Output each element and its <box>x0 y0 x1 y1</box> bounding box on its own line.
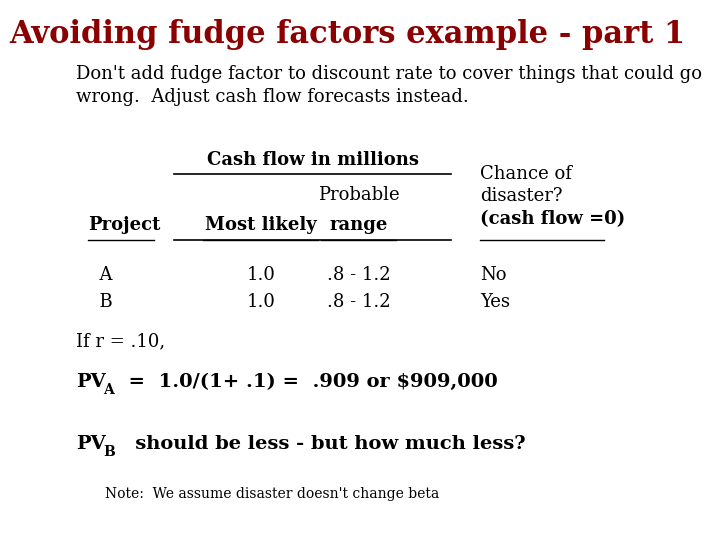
Text: (cash flow =0): (cash flow =0) <box>480 210 625 228</box>
Text: disaster?: disaster? <box>480 187 562 205</box>
Text: B: B <box>103 446 114 460</box>
Text: .8 - 1.2: .8 - 1.2 <box>327 266 390 284</box>
Text: Don't add fudge factor to discount rate to cover things that could go
wrong.  Ad: Don't add fudge factor to discount rate … <box>76 65 702 106</box>
Text: PV: PV <box>76 435 106 453</box>
Text: Yes: Yes <box>480 293 510 310</box>
Text: Chance of: Chance of <box>480 165 572 183</box>
Text: 1.0: 1.0 <box>246 293 275 310</box>
Text: Most likely: Most likely <box>205 216 317 234</box>
Text: Note:  We assume disaster doesn't change beta: Note: We assume disaster doesn't change … <box>105 487 439 501</box>
Text: A: A <box>88 266 112 284</box>
Text: If r = .10,: If r = .10, <box>76 332 166 350</box>
Text: A: A <box>103 383 114 397</box>
Text: No: No <box>480 266 506 284</box>
Text: Avoiding fudge factors example - part 1: Avoiding fudge factors example - part 1 <box>9 19 685 50</box>
Text: should be less - but how much less?: should be less - but how much less? <box>115 435 526 453</box>
Text: B: B <box>88 293 112 310</box>
Text: 1.0: 1.0 <box>246 266 275 284</box>
Text: range: range <box>330 216 388 234</box>
Text: Probable: Probable <box>318 186 400 204</box>
Text: .8 - 1.2: .8 - 1.2 <box>327 293 390 310</box>
Text: Cash flow in millions: Cash flow in millions <box>207 151 418 169</box>
Text: PV: PV <box>76 373 106 390</box>
Text: =  1.0/(1+ .1) =  .909 or $909,000: = 1.0/(1+ .1) = .909 or $909,000 <box>115 373 498 390</box>
Text: Project: Project <box>88 216 161 234</box>
